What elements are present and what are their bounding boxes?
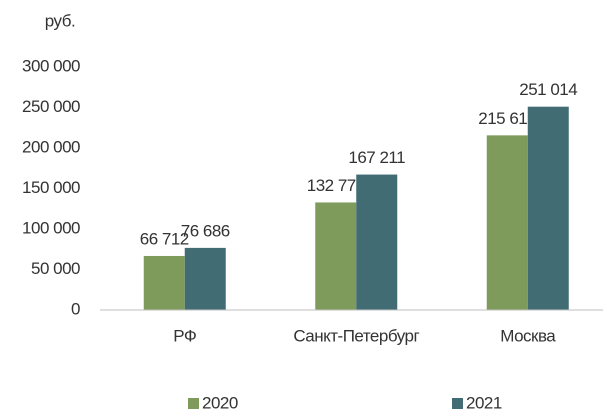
bar	[486, 135, 528, 310]
value-label: 132 775	[307, 176, 365, 195]
y-tick-label: 50 000	[31, 259, 80, 278]
bar	[527, 106, 569, 311]
legend-swatch	[188, 398, 199, 409]
legend-swatch	[452, 398, 463, 409]
y-tick-label: 300 000	[22, 56, 80, 75]
y-tick-label: 100 000	[22, 218, 80, 237]
y-tick-label: 200 000	[22, 137, 80, 156]
x-tick-label: Санкт-Петербург	[293, 326, 419, 345]
value-label: 66 712	[140, 229, 189, 248]
y-tick-label: 0	[71, 299, 80, 318]
value-label: 215 615	[478, 109, 536, 128]
value-label: 167 211	[348, 148, 405, 167]
legend-label: 2020	[202, 393, 238, 412]
bar	[184, 247, 226, 310]
y-tick-label: 150 000	[22, 178, 80, 197]
bar	[315, 202, 357, 310]
y-axis-label: руб.	[45, 11, 75, 30]
bar	[356, 174, 398, 310]
bar	[143, 255, 185, 310]
legend-label: 2021	[466, 393, 502, 412]
y-tick-label: 250 000	[22, 97, 80, 116]
value-label: 76 686	[181, 221, 230, 240]
x-tick-label: РФ	[173, 326, 196, 345]
value-label: 251 014	[519, 80, 577, 99]
x-tick-label: Москва	[500, 326, 556, 345]
